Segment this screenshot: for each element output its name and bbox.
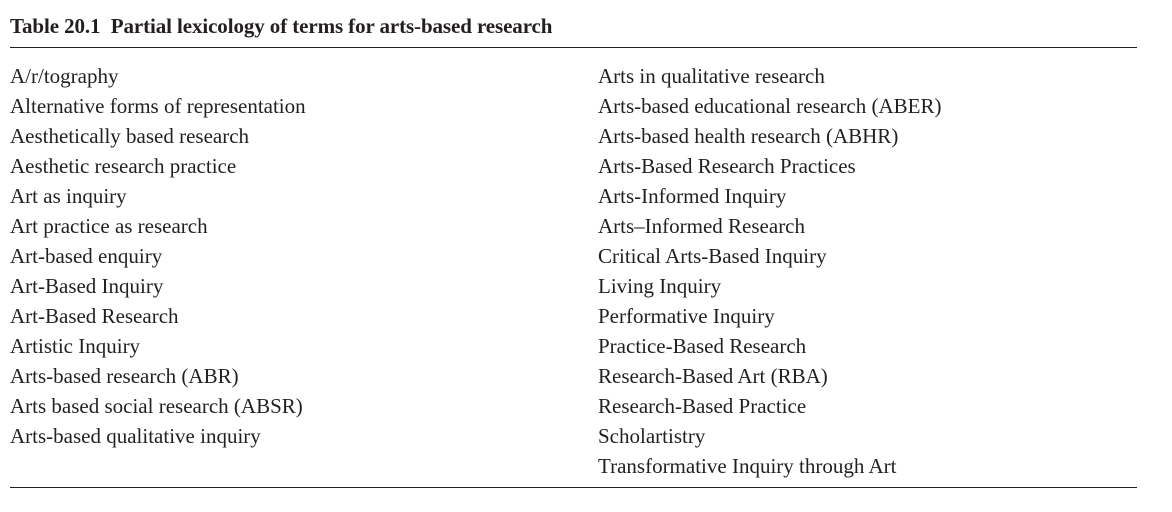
term-item: A/r/tography [10,64,119,88]
term-item: Critical Arts-Based Inquiry [598,244,827,268]
term-item: Scholartistry [598,424,706,448]
term-item: Arts-based qualitative inquiry [10,424,261,448]
term-item: Research-Based Art (RBA) [598,364,828,388]
term-item: Arts in qualitative research [598,64,825,88]
top-rule [10,47,1137,48]
term-item: Arts-based health research (ABHR) [598,124,899,148]
term-item: Performative Inquiry [598,304,775,328]
term-item: Arts-based research (ABR) [10,364,239,388]
bottom-rule [10,487,1137,488]
term-item: Art as inquiry [10,184,127,208]
right-term-column: Arts in qualitative research Arts-based e… [598,61,941,481]
term-item: Arts-Based Research Practices [598,154,856,178]
table-label: Table 20.1 [10,14,101,38]
term-item: Artistic Inquiry [10,334,141,358]
table-title: Table 20.1 Partial lexicology of terms f… [10,12,552,40]
left-term-column: A/r/tography Alternative forms of represe… [10,61,306,451]
term-item: Practice-Based Research [598,334,807,358]
term-item: Alternative forms of representation [10,94,306,118]
term-item: Art-Based Inquiry [10,274,164,298]
term-item: Research-Based Practice [598,394,807,418]
term-item: Arts-based educational research (ABER) [598,94,942,118]
term-item: Art-Based Research [10,304,179,328]
table-caption: Partial lexicology of terms for arts-bas… [110,14,553,38]
term-item: Art practice as research [10,214,208,238]
term-item: Arts-Informed Inquiry [598,184,787,208]
term-item: Living Inquiry [598,274,722,298]
term-item: Arts based social research (ABSR) [10,394,303,418]
term-item: Art-based enquiry [10,244,163,268]
term-item: Aesthetic research practice [10,154,237,178]
term-item: Transformative Inquiry through Art [598,454,897,478]
term-item: Aesthetically based research [10,124,250,148]
term-item: Arts–Informed Research [598,214,806,238]
